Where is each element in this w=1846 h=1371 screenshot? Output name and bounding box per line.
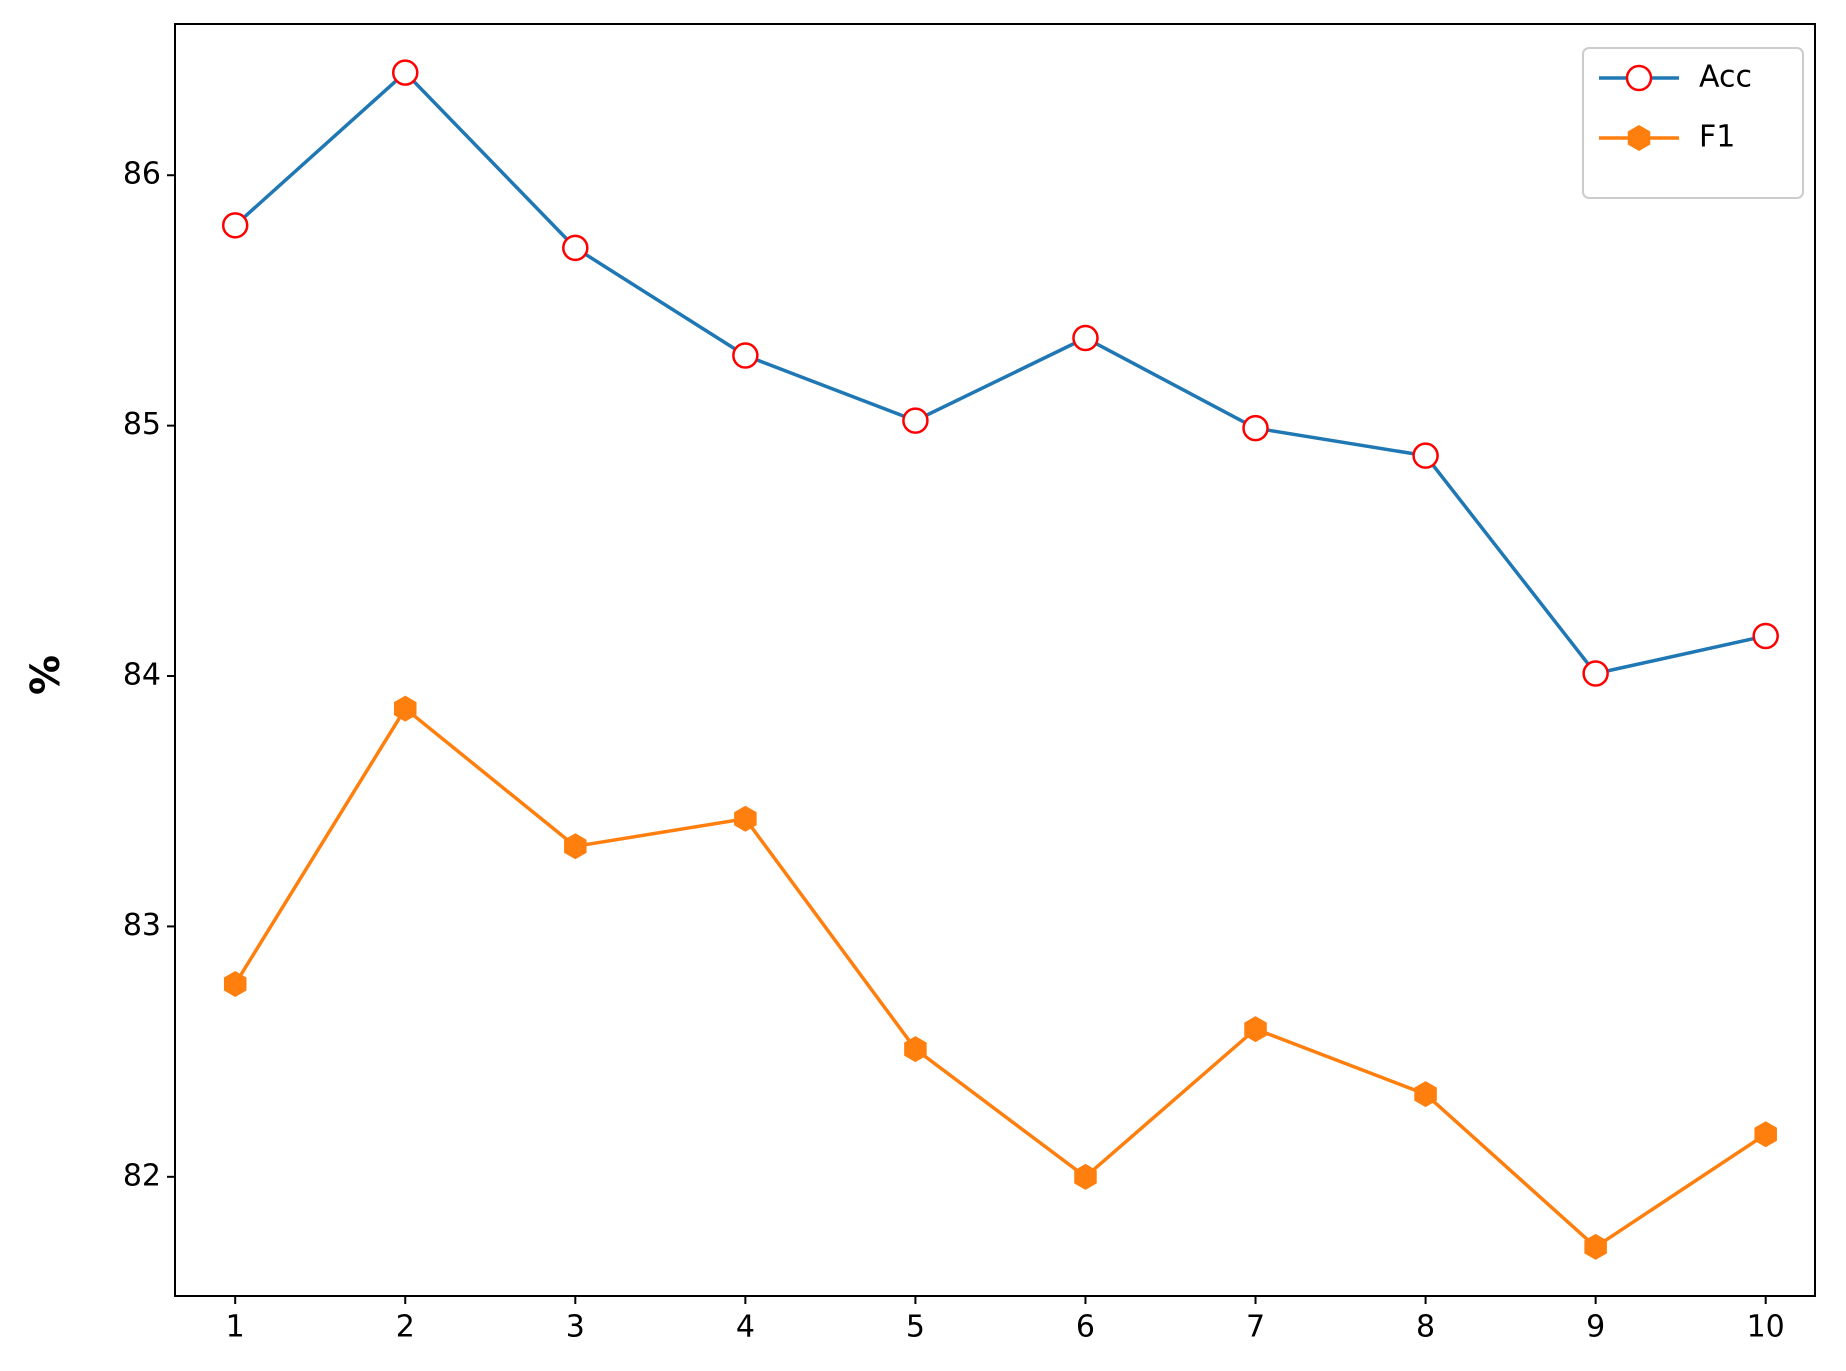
marker xyxy=(1582,660,1609,687)
marker xyxy=(564,833,587,860)
marker xyxy=(734,805,757,832)
marker xyxy=(1754,1121,1777,1148)
legend-label: F1 xyxy=(1699,120,1735,155)
marker xyxy=(223,971,247,998)
marker xyxy=(1584,1233,1607,1260)
y-tick-label: 82 xyxy=(123,1158,161,1193)
marker xyxy=(1244,1016,1267,1043)
x-tick-label: 8 xyxy=(1416,1310,1435,1345)
marker xyxy=(221,212,249,239)
marker xyxy=(904,1036,927,1063)
x-tick-label: 6 xyxy=(1076,1310,1095,1345)
marker xyxy=(1242,414,1269,442)
marker xyxy=(902,407,929,434)
x-tick-label: 3 xyxy=(566,1310,585,1345)
x-tick-label: 2 xyxy=(396,1310,415,1345)
marker xyxy=(732,342,759,369)
x-tick-label: 4 xyxy=(736,1310,755,1345)
marker xyxy=(1414,1081,1437,1108)
marker xyxy=(392,59,419,86)
marker xyxy=(562,234,589,262)
marker xyxy=(1752,622,1779,650)
marker xyxy=(1625,64,1653,92)
marker xyxy=(1412,442,1439,469)
x-tick-label: 9 xyxy=(1586,1310,1605,1345)
y-tick-label: 85 xyxy=(123,407,161,442)
marker xyxy=(1074,1163,1097,1190)
plot-frame xyxy=(174,23,1816,1297)
y-tick-label: 84 xyxy=(123,658,161,693)
series-line xyxy=(233,705,1767,1250)
x-tick-label: 7 xyxy=(1246,1310,1265,1345)
x-tick-label: 1 xyxy=(226,1310,245,1345)
x-tick-label: 5 xyxy=(906,1310,925,1345)
series-line xyxy=(234,70,1767,676)
marker xyxy=(1072,324,1099,352)
legend: Acc F1 xyxy=(1582,47,1804,199)
marker xyxy=(393,695,417,722)
legend-box xyxy=(1582,47,1804,199)
y-tick-label: 83 xyxy=(123,908,161,943)
marker xyxy=(1627,125,1651,151)
y-axis-label: % xyxy=(23,655,69,695)
y-tick-label: 86 xyxy=(123,157,161,192)
x-tick-label: 10 xyxy=(1747,1310,1785,1345)
legend-label: Acc xyxy=(1699,60,1752,95)
